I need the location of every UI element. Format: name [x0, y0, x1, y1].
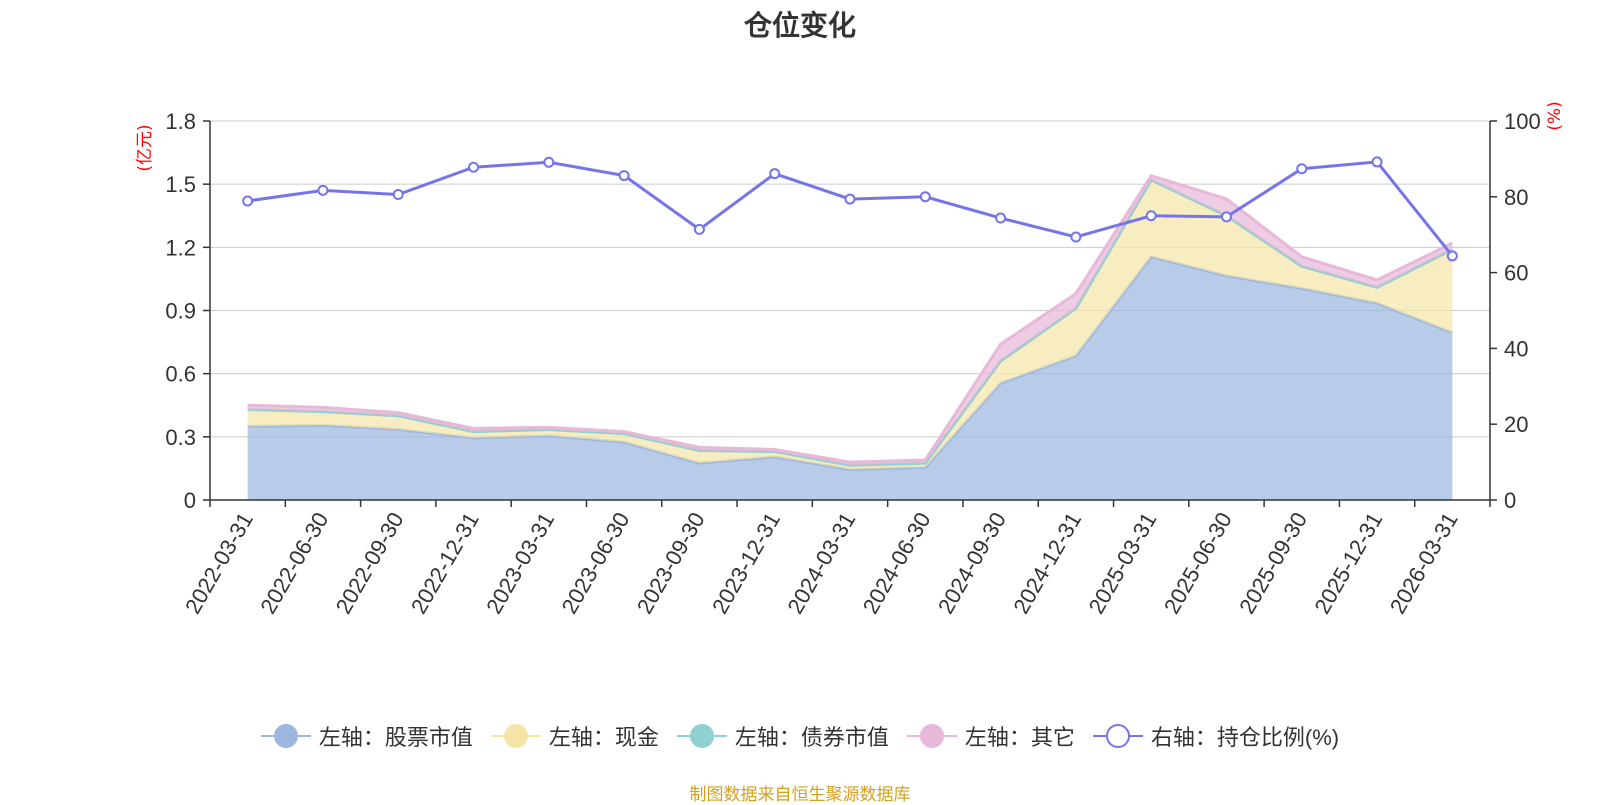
x-tick-label: 2023-03-31	[481, 508, 559, 618]
legend-label: 右轴：持仓比例(%)	[1150, 725, 1340, 750]
ratio-point	[1070, 231, 1082, 243]
x-tick-label: 2024-12-31	[1008, 508, 1086, 618]
x-tick-label: 2026-03-31	[1385, 508, 1463, 618]
legend-item[interactable]: 左轴：股票市值	[260, 720, 473, 752]
left-tick-label: 0	[184, 488, 196, 513]
ratio-point	[468, 161, 480, 173]
right-tick-label: 60	[1504, 261, 1528, 286]
stacked-areas	[247, 173, 1454, 500]
x-tick-label: 2025-06-30	[1159, 508, 1237, 618]
x-tick-label: 2024-06-30	[858, 508, 936, 618]
chart-area: 0 0.3 0.6 0.9 1.2 1.5 1.8 0 20 40 60 80 100 2022-03-3…	[135, 101, 1565, 618]
x-tick-label: 2023-06-30	[557, 508, 635, 618]
legend-marker-icon	[906, 723, 957, 749]
ratio-point	[995, 212, 1007, 224]
right-tick-label: 20	[1504, 412, 1528, 437]
right-tick-label: 0	[1504, 488, 1516, 513]
left-tick-label: 1.8	[165, 109, 196, 134]
right-tick-label: 40	[1504, 336, 1528, 361]
ratio-point	[919, 191, 931, 203]
ratio-point	[392, 189, 404, 201]
area-1	[247, 256, 1453, 500]
legend: 左轴：股票市值 左轴：现金 左轴：债券市值 左轴：其它 右轴：持仓比例(%)	[0, 720, 1600, 752]
legend-label: 左轴：债券市值	[734, 725, 889, 750]
x-tick-label: 2022-09-30	[331, 508, 409, 618]
ratio-point	[1220, 211, 1232, 223]
legend-item[interactable]: 右轴：持仓比例(%)	[1092, 720, 1340, 752]
x-tick-label: 2025-03-31	[1084, 508, 1162, 618]
legend-marker-icon	[260, 723, 311, 749]
ratio-point	[693, 223, 705, 235]
ratio-point	[1296, 163, 1308, 175]
ratio-point	[1371, 156, 1383, 168]
ratio-point	[618, 170, 630, 182]
x-tick-label: 2022-06-30	[255, 508, 333, 618]
x-tick-label: 2023-12-31	[707, 508, 785, 618]
left-tick-label: 0.6	[165, 362, 196, 387]
legend-marker-icon	[1092, 723, 1143, 749]
ratio-point	[1446, 250, 1458, 262]
legend-label: 左轴：现金	[548, 725, 659, 750]
x-tick-label: 2025-12-31	[1309, 508, 1387, 618]
left-tick-label: 1.5	[165, 172, 196, 197]
area-2	[247, 179, 1453, 470]
x-tick-label: 2024-09-30	[933, 508, 1011, 618]
legend-label: 左轴：股票市值	[318, 725, 473, 750]
ratio-point	[844, 193, 856, 205]
x-tick-label: 2022-12-31	[406, 508, 484, 618]
right-tick-label: 80	[1504, 185, 1528, 210]
right-tick-label: 100	[1504, 109, 1541, 134]
legend-marker-icon	[676, 723, 727, 749]
ratio-point	[317, 184, 329, 196]
x-tick-label: 2024-03-31	[782, 508, 860, 618]
right-axis-label: (%)	[1545, 101, 1565, 130]
legend-label: 左轴：其它	[964, 725, 1075, 750]
ratio-point	[242, 195, 254, 207]
x-tick-label: 2022-03-31	[180, 508, 258, 618]
ratio-point	[543, 156, 555, 168]
ratio-point	[1145, 210, 1157, 222]
left-tick-label: 1.2	[165, 235, 196, 260]
left-tick-label: 0.3	[165, 425, 196, 450]
legend-item[interactable]: 左轴：债券市值	[676, 720, 889, 752]
x-tick-label: 2025-09-30	[1234, 508, 1312, 618]
legend-marker-icon	[490, 723, 541, 749]
ratio-line	[242, 156, 1458, 262]
legend-item[interactable]: 左轴：其它	[906, 720, 1075, 752]
chart-title: 仓位变化	[743, 10, 856, 41]
area-edge-4	[247, 173, 1454, 464]
x-tick-label: 2023-09-30	[632, 508, 710, 618]
ratio-point	[769, 168, 781, 180]
left-axis-label: (亿元)	[135, 124, 155, 171]
left-tick-label: 0.9	[165, 299, 196, 324]
source-note: 制图数据来自恒生聚源数据库	[689, 785, 911, 804]
legend-item[interactable]: 左轴：现金	[490, 720, 659, 752]
